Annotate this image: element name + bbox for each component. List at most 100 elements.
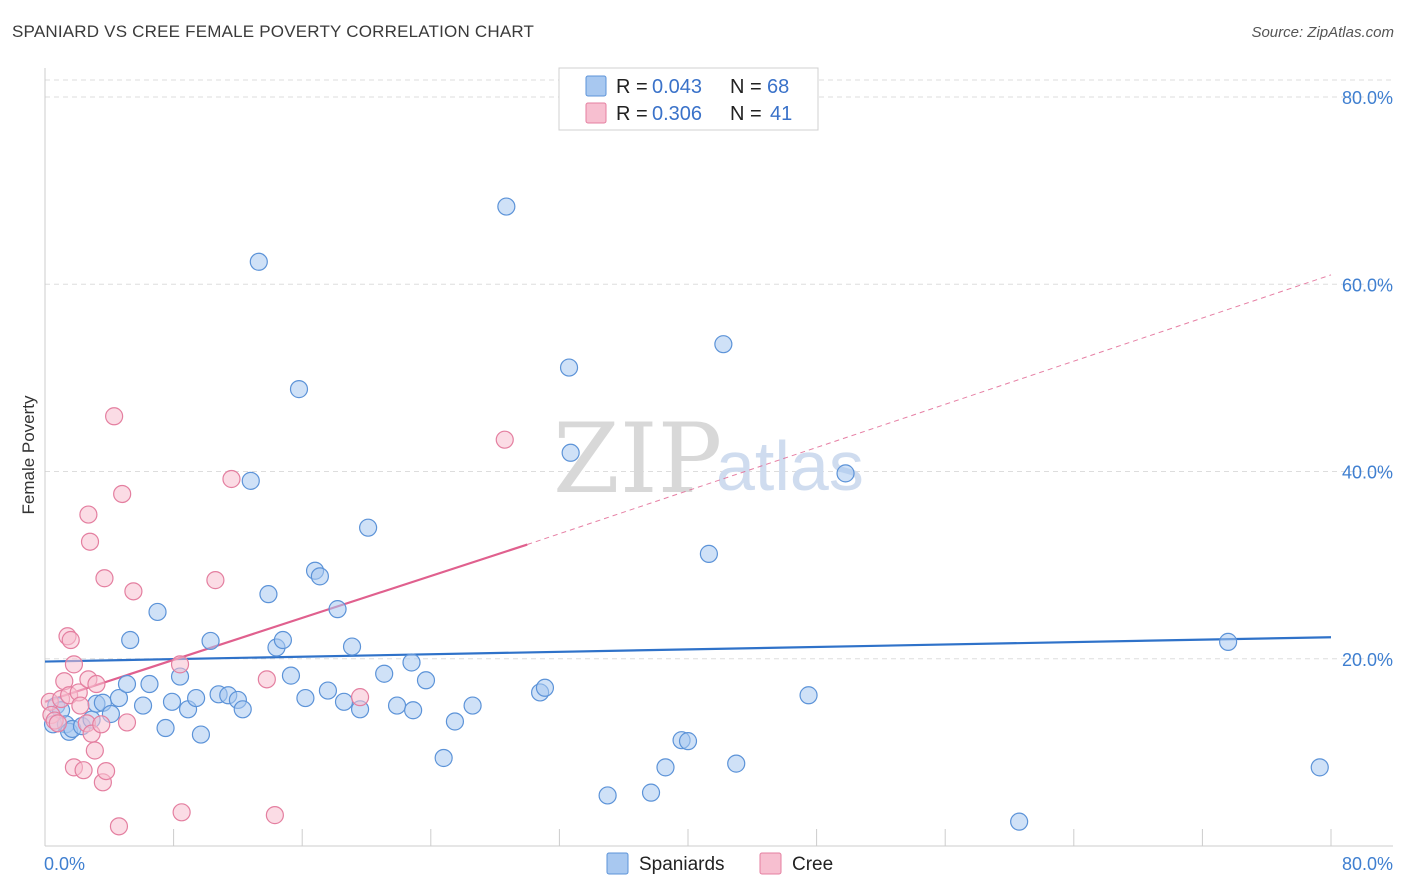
point-cree: [87, 674, 106, 694]
point-spaniards: [678, 732, 698, 751]
watermark-atlas: atlas: [716, 427, 864, 505]
x-tick-label: 80.0%: [1342, 854, 1393, 874]
point-spaniards: [289, 380, 309, 399]
point-spaniards: [699, 544, 718, 563]
data-points: [40, 197, 1329, 836]
point-spaniards: [191, 725, 211, 744]
axes: [44, 68, 1393, 847]
y-tick-label: 60.0%: [1342, 275, 1393, 295]
point-spaniards: [328, 600, 347, 619]
point-cree: [96, 761, 116, 781]
point-spaniards: [318, 681, 338, 700]
point-spaniards: [117, 674, 137, 694]
point-spaniards: [561, 443, 580, 462]
point-cree: [95, 569, 114, 588]
point-cree: [105, 407, 124, 426]
point-spaniards: [727, 754, 746, 773]
bottom-legend-label-cree: Cree: [792, 854, 833, 875]
point-cree: [64, 655, 84, 674]
legend-r-value-cree: 0.306: [652, 103, 702, 125]
point-cree: [79, 505, 98, 524]
point-spaniards: [259, 585, 278, 604]
point-spaniards: [233, 700, 252, 719]
point-cree: [85, 741, 104, 760]
legend-n-label-spaniards: N =: [730, 76, 762, 98]
point-spaniards: [281, 666, 301, 685]
point-cree: [71, 696, 90, 715]
point-spaniards: [241, 471, 260, 490]
point-spaniards: [641, 783, 661, 802]
point-cree: [80, 532, 100, 551]
point-spaniards: [249, 252, 268, 271]
point-spaniards: [187, 688, 206, 708]
trendline-cree-extension: [527, 274, 1332, 546]
point-cree: [113, 484, 132, 504]
correlation-legend: R = 0.043 N = 68 R = 0.306 N = 41: [558, 67, 819, 131]
point-spaniards: [162, 692, 182, 711]
y-tick-label: 20.0%: [1342, 650, 1393, 670]
point-spaniards: [463, 696, 482, 715]
trendline-spaniards: [44, 636, 1332, 663]
point-spaniards: [342, 637, 362, 656]
x-tick-labels: 0.0% 80.0%: [44, 854, 1393, 874]
legend-swatch-cree: [585, 102, 607, 124]
point-cree: [74, 761, 93, 780]
point-cree: [206, 571, 225, 590]
y-tick-label: 80.0%: [1342, 88, 1393, 108]
point-cree: [92, 715, 111, 734]
point-spaniards: [598, 786, 617, 805]
bottom-legend-swatch-cree: [759, 852, 782, 875]
bottom-legend-swatch-spaniards: [606, 852, 629, 875]
watermark-zip: ZIP: [553, 403, 722, 515]
point-cree: [222, 469, 241, 489]
point-cree: [350, 688, 370, 707]
point-spaniards: [375, 664, 394, 683]
point-spaniards: [656, 758, 675, 777]
y-tick-label: 40.0%: [1342, 463, 1393, 483]
point-spaniards: [404, 701, 423, 720]
point-spaniards: [109, 688, 129, 708]
point-spaniards: [359, 518, 378, 537]
point-spaniards: [133, 696, 153, 715]
chart-title: SPANIARD VS CREE FEMALE POVERTY CORRELAT…: [12, 22, 535, 41]
legend-r-value-spaniards: 0.043: [652, 76, 702, 98]
point-spaniards: [334, 692, 354, 711]
point-cree: [109, 817, 129, 836]
point-cree: [61, 630, 80, 650]
point-spaniards: [121, 630, 140, 650]
point-spaniards: [140, 674, 159, 694]
point-spaniards: [559, 358, 579, 377]
point-spaniards: [273, 630, 293, 650]
point-spaniards: [497, 197, 516, 216]
series-legend: Spaniards Cree: [606, 852, 833, 875]
point-spaniards: [416, 671, 436, 690]
gridlines: [45, 79, 1393, 660]
point-spaniards: [201, 631, 220, 651]
chart-source: Source: ZipAtlas.com: [1251, 24, 1394, 41]
point-spaniards: [1010, 812, 1029, 831]
point-cree: [257, 670, 276, 689]
legend-r-label-cree: R =: [616, 103, 648, 125]
watermark: ZIP atlas: [553, 403, 864, 515]
point-cree: [495, 430, 514, 449]
point-spaniards: [434, 748, 453, 768]
legend-n-value-cree: 41: [770, 103, 792, 125]
legend-swatch-spaniards: [585, 75, 607, 97]
point-spaniards: [310, 567, 329, 586]
point-cree: [170, 655, 190, 674]
point-cree: [265, 806, 284, 825]
legend-n-label-cree: N =: [730, 103, 762, 125]
point-spaniards: [714, 335, 733, 354]
point-spaniards: [836, 464, 855, 483]
legend-n-value-spaniards: 68: [767, 76, 789, 98]
point-spaniards: [296, 688, 315, 708]
point-spaniards: [148, 602, 167, 622]
point-spaniards: [799, 686, 818, 705]
x-tick-label: 0.0%: [44, 854, 85, 874]
point-spaniards: [387, 696, 407, 715]
y-axis-label: Female Poverty: [19, 395, 38, 515]
point-spaniards: [445, 712, 465, 731]
point-cree: [124, 582, 143, 601]
bottom-legend-label-spaniards: Spaniards: [639, 854, 725, 875]
